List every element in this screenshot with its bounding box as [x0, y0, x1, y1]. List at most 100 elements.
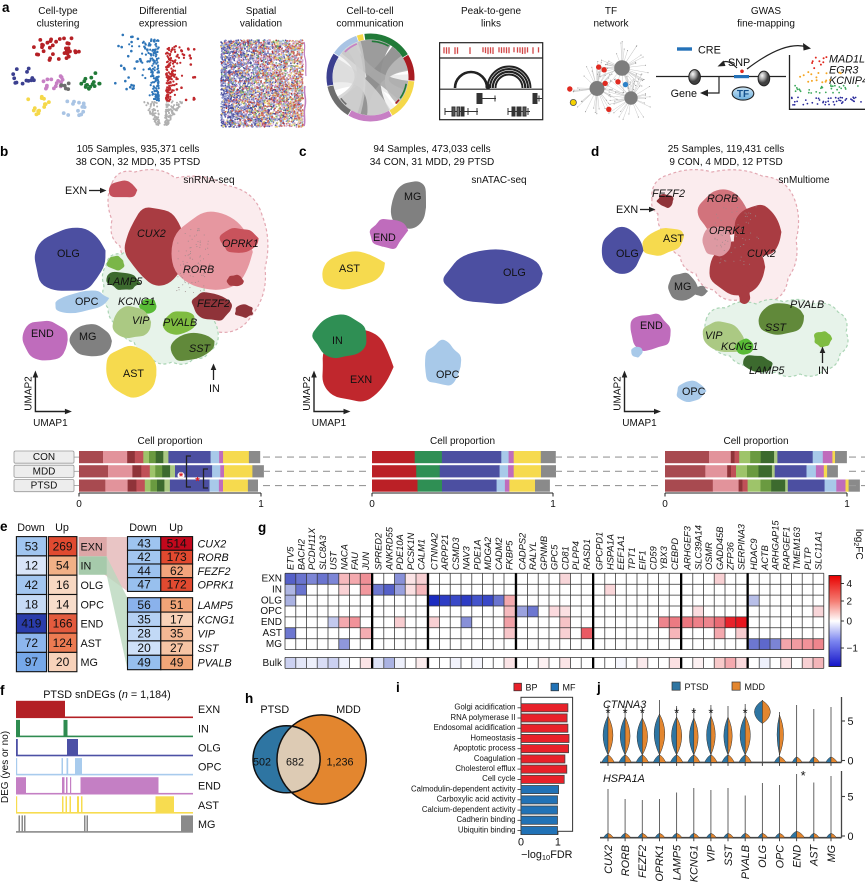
svg-text:PTSD snDEGs (n = 1,184): PTSD snDEGs (n = 1,184) [43, 689, 171, 701]
svg-text:PTSD: PTSD [31, 481, 58, 492]
svg-text:17: 17 [170, 612, 184, 626]
svg-text:Calcium-dependent activity: Calcium-dependent activity [422, 805, 516, 814]
svg-text:EXN: EXN [65, 185, 87, 197]
svg-text:PDE1A: PDE1A [472, 540, 482, 571]
svg-text:CON: CON [33, 452, 55, 463]
svg-text:16: 16 [56, 578, 70, 592]
svg-text:OPRK1: OPRK1 [222, 238, 259, 250]
svg-text:KCNG1: KCNG1 [118, 296, 155, 308]
svg-text:KCNG1: KCNG1 [689, 845, 701, 882]
svg-text:fine-mapping: fine-mapping [737, 19, 795, 30]
svg-text:MG: MG [826, 845, 838, 862]
svg-text:Differential: Differential [139, 6, 187, 17]
svg-text:*: * [179, 471, 184, 483]
svg-text:SST: SST [198, 643, 220, 655]
svg-text:25 Samples, 119,431 cells: 25 Samples, 119,431 cells [668, 144, 785, 155]
svg-text:OPC: OPC [75, 296, 99, 308]
svg-text:72: 72 [25, 636, 39, 650]
svg-text:LAMP5: LAMP5 [671, 844, 683, 880]
svg-text:a: a [2, 0, 10, 15]
svg-text:0: 0 [76, 499, 82, 510]
svg-text:AST: AST [809, 844, 821, 867]
svg-text:KCNG1: KCNG1 [721, 341, 758, 353]
svg-text:105 Samples, 935,371 cells: 105 Samples, 935,371 cells [77, 144, 200, 155]
svg-text:PVALB: PVALB [198, 658, 232, 670]
svg-text:g: g [258, 520, 266, 535]
svg-text:EEF1A1: EEF1A1 [616, 535, 626, 570]
svg-text:validation: validation [240, 19, 282, 30]
svg-text:MAD1L1: MAD1L1 [829, 54, 865, 66]
svg-text:OPRK1: OPRK1 [198, 580, 235, 592]
svg-text:RORB: RORB [183, 264, 214, 276]
svg-text:*: * [708, 706, 713, 721]
svg-text:*: * [743, 706, 748, 721]
svg-text:Down: Down [129, 522, 157, 534]
svg-text:4: 4 [847, 579, 853, 590]
svg-text:VIP: VIP [706, 844, 718, 862]
svg-text:CSMD3: CSMD3 [451, 537, 461, 570]
svg-text:UST: UST [329, 550, 339, 570]
svg-text:LAMP5: LAMP5 [749, 365, 785, 377]
svg-text:Coagulation: Coagulation [474, 754, 516, 763]
svg-text:RORB: RORB [707, 193, 738, 205]
svg-text:MG: MG [266, 639, 282, 650]
svg-text:FAU: FAU [350, 552, 360, 570]
svg-text:RORB: RORB [198, 552, 229, 564]
svg-text:682: 682 [286, 757, 304, 769]
svg-text:53: 53 [25, 539, 39, 553]
svg-text:1,236: 1,236 [326, 757, 353, 769]
svg-text:OPC: OPC [436, 369, 460, 381]
svg-text:END: END [640, 320, 663, 332]
svg-text:*: * [691, 706, 696, 721]
svg-text:AST: AST [663, 233, 684, 245]
svg-text:GPNMB: GPNMB [539, 536, 549, 570]
svg-text:links: links [481, 19, 501, 30]
svg-text:Peak-to-gene: Peak-to-gene [461, 6, 521, 17]
svg-text:expression: expression [139, 19, 187, 30]
svg-text:EXN: EXN [198, 704, 220, 716]
svg-text:UMAP2: UMAP2 [23, 376, 34, 411]
svg-text:TPT1: TPT1 [627, 547, 637, 570]
svg-text:b: b [0, 144, 8, 159]
svg-text:CTNNA2: CTNNA2 [429, 532, 439, 570]
svg-text:i: i [396, 680, 400, 695]
svg-text:0: 0 [847, 617, 853, 628]
svg-text:SST: SST [765, 322, 787, 334]
svg-text:Calmodulin-dependent activity: Calmodulin-dependent activity [411, 784, 516, 793]
svg-text:UMAP1: UMAP1 [622, 418, 657, 429]
svg-text:EGR3: EGR3 [829, 64, 858, 76]
svg-text:47: 47 [137, 578, 151, 592]
svg-text:KCNG1: KCNG1 [198, 614, 235, 626]
svg-text:FKBP5: FKBP5 [505, 540, 515, 570]
svg-text:TF: TF [605, 6, 617, 17]
svg-text:SST: SST [723, 844, 735, 866]
svg-text:CD59: CD59 [648, 546, 658, 570]
svg-text:KCNIP4: KCNIP4 [829, 75, 865, 87]
svg-text:0: 0 [518, 836, 524, 848]
svg-text:ANKRD55: ANKRD55 [384, 526, 394, 571]
svg-text:CADM2: CADM2 [494, 537, 504, 570]
svg-text:YBX3: YBX3 [659, 545, 669, 570]
svg-text:0: 0 [662, 499, 668, 510]
svg-text:OPRK1: OPRK1 [654, 845, 666, 882]
svg-text:Cell cycle: Cell cycle [482, 774, 515, 783]
svg-text:HSPA1A: HSPA1A [605, 534, 615, 570]
svg-text:snATAC-seq: snATAC-seq [471, 175, 526, 186]
svg-text:MG: MG [81, 657, 98, 669]
svg-text:RORB: RORB [620, 845, 632, 876]
svg-text:clustering: clustering [37, 19, 80, 30]
svg-text:Ubiquitin binding: Ubiquitin binding [458, 825, 516, 834]
svg-text:94 Samples, 473,033 cells: 94 Samples, 473,033 cells [373, 144, 490, 155]
svg-text:14: 14 [56, 597, 70, 611]
svg-text:CADPS2: CADPS2 [517, 532, 527, 570]
svg-text:Gene: Gene [671, 88, 697, 100]
svg-text:Up: Up [55, 522, 69, 534]
svg-text:SNP: SNP [728, 57, 750, 69]
svg-text:−log10FDR: −log10FDR [521, 849, 572, 862]
svg-text:IN: IN [81, 561, 92, 573]
svg-text:0: 0 [848, 755, 854, 767]
svg-text:1: 1 [258, 499, 264, 510]
svg-text:PVALB: PVALB [163, 317, 197, 329]
svg-text:EXN: EXN [261, 574, 282, 585]
svg-text:514: 514 [167, 537, 187, 551]
